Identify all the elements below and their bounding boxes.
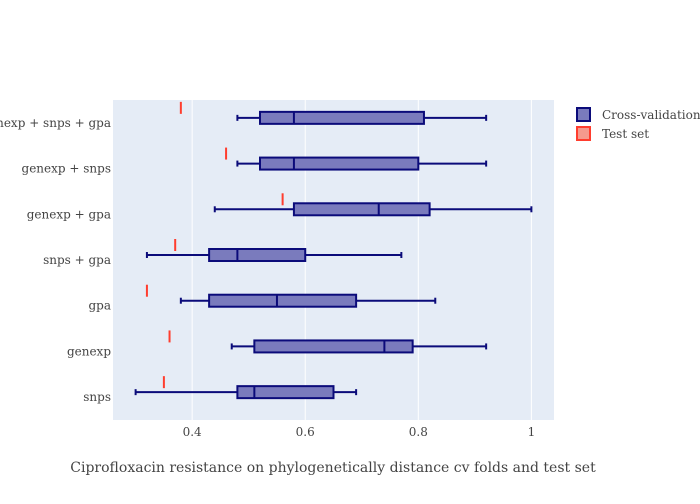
x-tick-label-3: 1 (528, 425, 536, 439)
x-axis-title: Ciprofloxacin resistance on phylogenetic… (70, 460, 596, 476)
box-snps (134, 385, 358, 400)
y-category-label-genexp-snps: genexp + snps (22, 162, 111, 176)
legend: Cross-validation Test set (576, 107, 700, 141)
iqr-box (236, 385, 335, 400)
y-category-labels: snps genexp gpa snps + gpa genexp + gpa genex… (0, 116, 111, 404)
iqr-box (259, 110, 425, 125)
iqr-box (253, 339, 414, 354)
legend-label-cross-validation[interactable]: Cross-validation (602, 108, 700, 122)
legend-label-test-set[interactable]: Test set (602, 127, 649, 141)
iqr-box (259, 156, 420, 171)
y-category-label-snps: snps (83, 390, 111, 404)
x-tick-labels: 0.4 0.6 0.8 1 (183, 425, 536, 439)
y-category-label-snps-gpa: snps + gpa (43, 253, 111, 267)
iqr-box (292, 202, 431, 217)
y-category-label-gpa: gpa (88, 299, 111, 313)
x-tick-label-1: 0.6 (296, 425, 315, 439)
box-genexp-snps-gpa (236, 110, 488, 125)
y-category-label-genexp-snps-gpa: genexp + snps + gpa (0, 116, 111, 130)
cross-validation-boxes (134, 110, 533, 400)
box-snps-gpa (145, 248, 403, 262)
grid-lines (191, 100, 532, 420)
legend-swatch-cross-validation[interactable] (576, 107, 591, 122)
x-tick-label-0: 0.4 (183, 425, 202, 439)
y-category-label-genexp: genexp (67, 344, 111, 358)
iqr-box (208, 248, 307, 262)
box-genexp-gpa (213, 202, 533, 217)
test-set-marks (145, 101, 284, 389)
box-genexp (230, 339, 488, 354)
y-category-label-genexp-gpa: genexp + gpa (27, 207, 111, 221)
iqr-box (208, 293, 358, 308)
box-genexp-snps (236, 156, 488, 171)
box-gpa (179, 293, 437, 308)
legend-swatch-test-set[interactable] (576, 126, 591, 141)
plot-area (113, 100, 554, 420)
x-tick-label-2: 0.8 (409, 425, 428, 439)
